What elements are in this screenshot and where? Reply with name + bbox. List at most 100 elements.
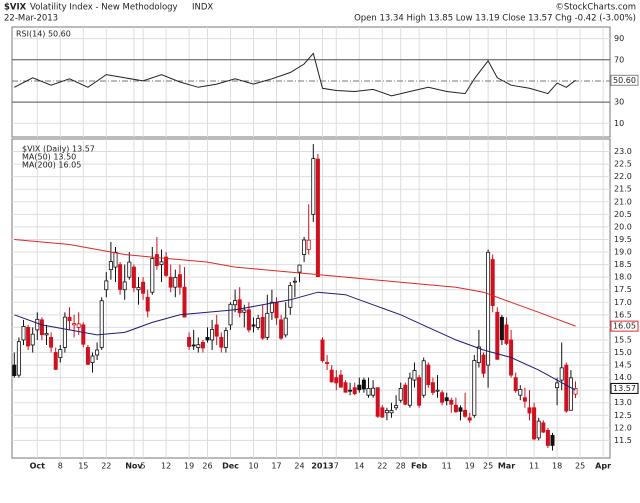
candle-body <box>72 323 77 326</box>
candle-body <box>104 280 109 291</box>
candle-body <box>113 251 118 268</box>
y-tick-label: 20.5 <box>614 210 632 219</box>
x-tick-label: 8 <box>58 462 63 471</box>
legend-entry: RSI(14) 50.60 <box>16 30 71 39</box>
candle-body <box>150 258 155 293</box>
x-tick-label: 25 <box>483 462 493 471</box>
candle-body <box>375 387 380 417</box>
candle-body <box>95 349 100 356</box>
x-tick-label: 24 <box>294 462 304 471</box>
candle-body <box>210 328 215 341</box>
candle-body <box>90 355 95 363</box>
x-tick-label: 25 <box>575 462 585 471</box>
candle-body <box>559 367 564 381</box>
y-tick-label: 22.0 <box>614 172 632 181</box>
y-tick-label: 22.5 <box>614 160 632 169</box>
candle-body <box>256 318 261 328</box>
x-tick-label: Mar <box>498 462 515 471</box>
candle-body <box>348 389 353 392</box>
line-series <box>14 52 576 97</box>
legend-entry: $VIX (Daily) 13.57 <box>22 145 95 154</box>
x-tick-label: Dec <box>222 462 239 471</box>
candle-body <box>338 374 343 388</box>
candle-body <box>306 239 311 250</box>
panel-frame <box>11 138 611 459</box>
legend-entry: MA(200) 16.05 <box>22 161 81 170</box>
x-tick-label: 5 <box>141 462 146 471</box>
candle-body <box>118 264 123 290</box>
x-tick-label: 15 <box>78 462 88 471</box>
legend-entry: MA(50) 13.50 <box>22 153 76 162</box>
candle-body <box>173 277 178 288</box>
candle-body <box>237 299 242 314</box>
candle-body <box>274 301 279 319</box>
x-tick-label: 10 <box>248 462 258 471</box>
y-tick-label: 12.5 <box>614 411 632 420</box>
x-tick-label: 19 <box>184 462 194 471</box>
candle-body <box>504 324 509 344</box>
candle-body <box>334 377 339 384</box>
candle-body <box>288 285 293 308</box>
candle-body <box>279 319 284 339</box>
candle-body <box>53 352 58 370</box>
candle-body <box>476 346 481 363</box>
x-tick-label: 7 <box>334 462 339 471</box>
candle-body <box>513 377 518 392</box>
candle-body <box>283 317 288 336</box>
candle-body <box>62 316 67 348</box>
y-tick-label: 19.0 <box>614 248 632 257</box>
candle-body <box>302 239 307 255</box>
candle-body <box>380 407 385 418</box>
candle-body <box>269 301 274 313</box>
y-tick-label: 30 <box>614 98 624 107</box>
candle-body <box>21 325 26 341</box>
candle-body <box>251 324 256 327</box>
candle-body <box>26 326 31 347</box>
candle-body <box>467 417 472 421</box>
y-tick-label: 14.5 <box>614 361 632 370</box>
y-tick-label: 17.0 <box>614 298 632 307</box>
candle-body <box>458 407 463 412</box>
y-tick-label: 15.0 <box>614 348 632 357</box>
candle-body <box>219 337 224 348</box>
candle-body <box>246 309 251 331</box>
candle-body <box>412 370 417 381</box>
candle-body <box>200 342 205 349</box>
last-value-box <box>610 74 639 86</box>
candle-body <box>449 399 454 405</box>
candle-body <box>568 377 573 411</box>
candle-body <box>196 344 201 348</box>
x-tick-label: 22 <box>101 462 111 471</box>
y-tick-label: 14.0 <box>614 373 632 382</box>
candle-body <box>141 281 146 294</box>
candle-body <box>550 434 555 446</box>
x-tick-label: 2013 <box>311 462 333 471</box>
candle-body <box>343 382 348 393</box>
candle-body <box>463 409 468 417</box>
candle-body <box>12 364 17 377</box>
x-tick-label: 18 <box>552 462 562 471</box>
candle-body <box>164 256 169 276</box>
candle-body <box>99 300 104 348</box>
candle-body <box>371 387 376 396</box>
y-tick-label: 15.5 <box>614 335 632 344</box>
candle-body <box>518 389 523 396</box>
candle-body <box>440 392 445 403</box>
last-value-label: 50.60 <box>613 76 636 85</box>
candle-body <box>242 309 247 313</box>
candle-body <box>260 316 265 339</box>
source: ©StockCharts.com <box>555 3 636 13</box>
index-name: Volatility Index - New Methodology <box>30 3 178 13</box>
y-tick-label: 19.5 <box>614 235 632 244</box>
candle-body <box>527 407 532 414</box>
y-tick-label: 18.5 <box>614 260 632 269</box>
x-tick-label: 11 <box>529 462 539 471</box>
line-series <box>14 291 576 391</box>
x-tick-label: Oct <box>30 462 46 471</box>
candle-body <box>223 330 228 348</box>
candle-body <box>39 319 44 336</box>
y-tick-label: 70 <box>614 55 624 64</box>
x-tick-label: 17 <box>271 462 281 471</box>
candle-body <box>205 337 210 341</box>
candle-body <box>453 404 458 413</box>
